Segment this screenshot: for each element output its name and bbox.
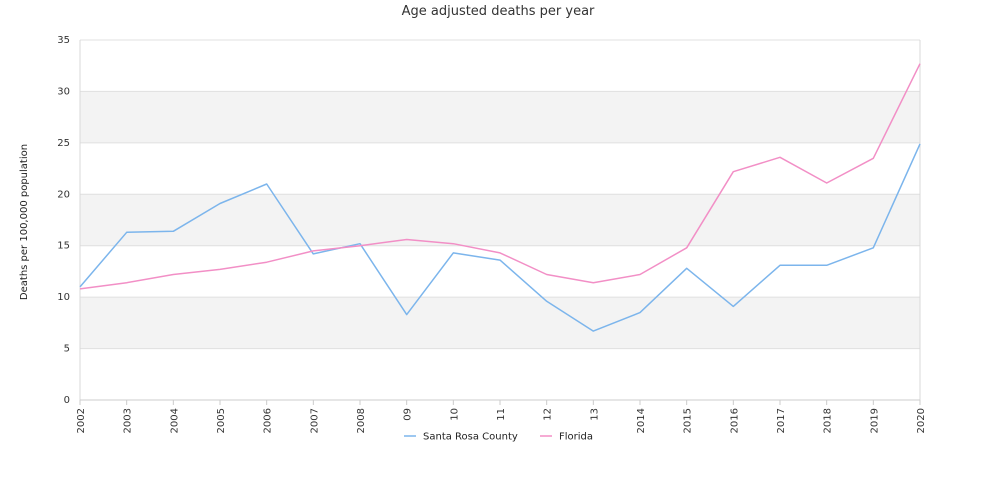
x-tick-label: 2008 <box>356 408 367 433</box>
background-band <box>80 91 920 143</box>
legend-label: Florida <box>559 432 593 443</box>
legend-label: Santa Rosa County <box>423 432 518 443</box>
legend: Santa Rosa County Florida <box>404 432 593 443</box>
y-tick-label: 10 <box>57 292 70 303</box>
x-tick-label: 2015 <box>683 408 694 433</box>
y-tick-label: 35 <box>57 35 70 46</box>
legend-item[interactable]: Santa Rosa County <box>404 432 518 443</box>
x-tick-label: 2007 <box>309 408 320 433</box>
x-tick-label: 2006 <box>263 408 274 433</box>
x-tick-label: 2002 <box>76 408 87 433</box>
x-tick-label: 2003 <box>123 408 134 433</box>
legend-item[interactable]: Florida <box>540 432 593 443</box>
x-tick-label: 2017 <box>776 408 787 433</box>
chart-title: Age adjusted deaths per year <box>402 4 595 19</box>
x-tick-label: 10 <box>449 408 460 421</box>
y-tick-label: 30 <box>57 86 70 97</box>
x-tick-label: 2005 <box>216 408 227 433</box>
x-tick-label: 2014 <box>636 408 647 433</box>
series-lines <box>79 63 921 332</box>
y-tick-label: 25 <box>57 138 70 149</box>
series-line-0 <box>79 143 921 332</box>
x-tick-label: 2020 <box>916 408 927 433</box>
y-tick-label: 0 <box>64 395 70 406</box>
background-band <box>80 297 920 349</box>
grid-lines <box>80 39 920 401</box>
series-line-1 <box>79 63 921 290</box>
background-band <box>80 194 920 246</box>
y-tick-labels: 0 5 10 15 20 25 30 35 <box>57 35 70 406</box>
y-tick-label: 15 <box>57 241 70 252</box>
x-tick-label: 2018 <box>823 408 834 433</box>
y-tick-label: 5 <box>64 344 70 355</box>
x-tick-label: 2004 <box>169 408 180 433</box>
x-tick-label: 11 <box>496 408 507 421</box>
x-tick-label: 13 <box>589 408 600 421</box>
y-axis-title: Deaths per 100,000 population <box>19 144 30 300</box>
x-tick-label: 09 <box>403 408 414 421</box>
x-tick-label: 2016 <box>729 408 740 433</box>
x-tick-label: 12 <box>543 408 554 421</box>
y-tick-label: 20 <box>57 189 70 200</box>
background-bands <box>80 91 920 349</box>
x-tick-labels: 2002 2003 2004 2005 2006 2007 2008 09 10 11 12 13 20… <box>76 400 927 433</box>
x-tick-label: 2019 <box>869 408 880 433</box>
